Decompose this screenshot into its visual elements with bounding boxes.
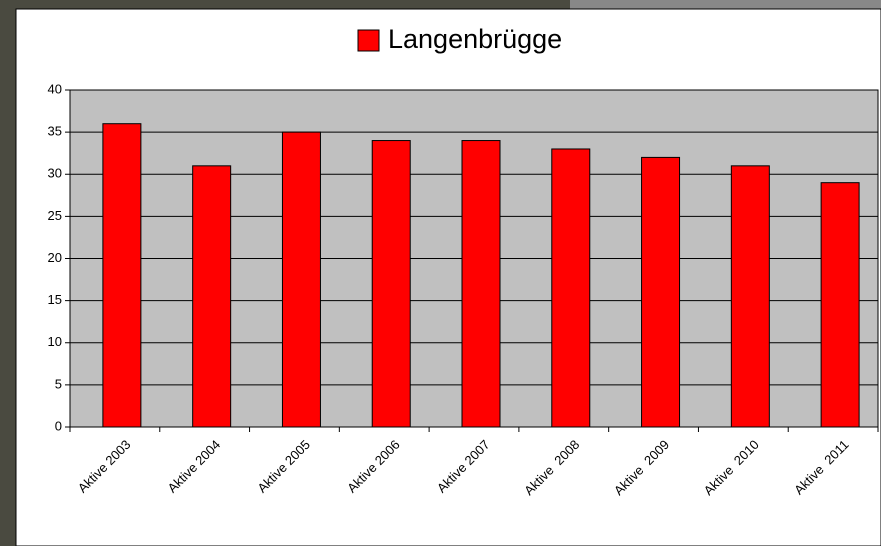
bar — [103, 124, 141, 427]
bar — [642, 157, 680, 427]
y-tick-label: 25 — [48, 208, 62, 223]
y-tick-label: 35 — [48, 124, 62, 139]
bar — [193, 166, 231, 427]
y-tick-label: 10 — [48, 334, 62, 349]
bar — [372, 141, 410, 427]
y-tick-label: 20 — [48, 250, 62, 265]
bar — [821, 183, 859, 427]
page: 0510152025303540LangenbrüggeAktive 2003A… — [0, 0, 881, 546]
y-tick-label: 0 — [55, 418, 62, 433]
y-tick-label: 15 — [48, 292, 62, 307]
bar — [282, 132, 320, 427]
bar — [731, 166, 769, 427]
legend-swatch — [358, 30, 379, 51]
y-tick-label: 40 — [48, 81, 62, 96]
bar — [462, 141, 500, 427]
bar — [552, 149, 590, 427]
chart: 0510152025303540LangenbrüggeAktive 2003A… — [0, 0, 881, 546]
background-strip — [570, 0, 881, 9]
legend-label: Langenbrügge — [388, 24, 562, 54]
y-tick-label: 5 — [55, 376, 62, 391]
y-tick-label: 30 — [48, 166, 62, 181]
